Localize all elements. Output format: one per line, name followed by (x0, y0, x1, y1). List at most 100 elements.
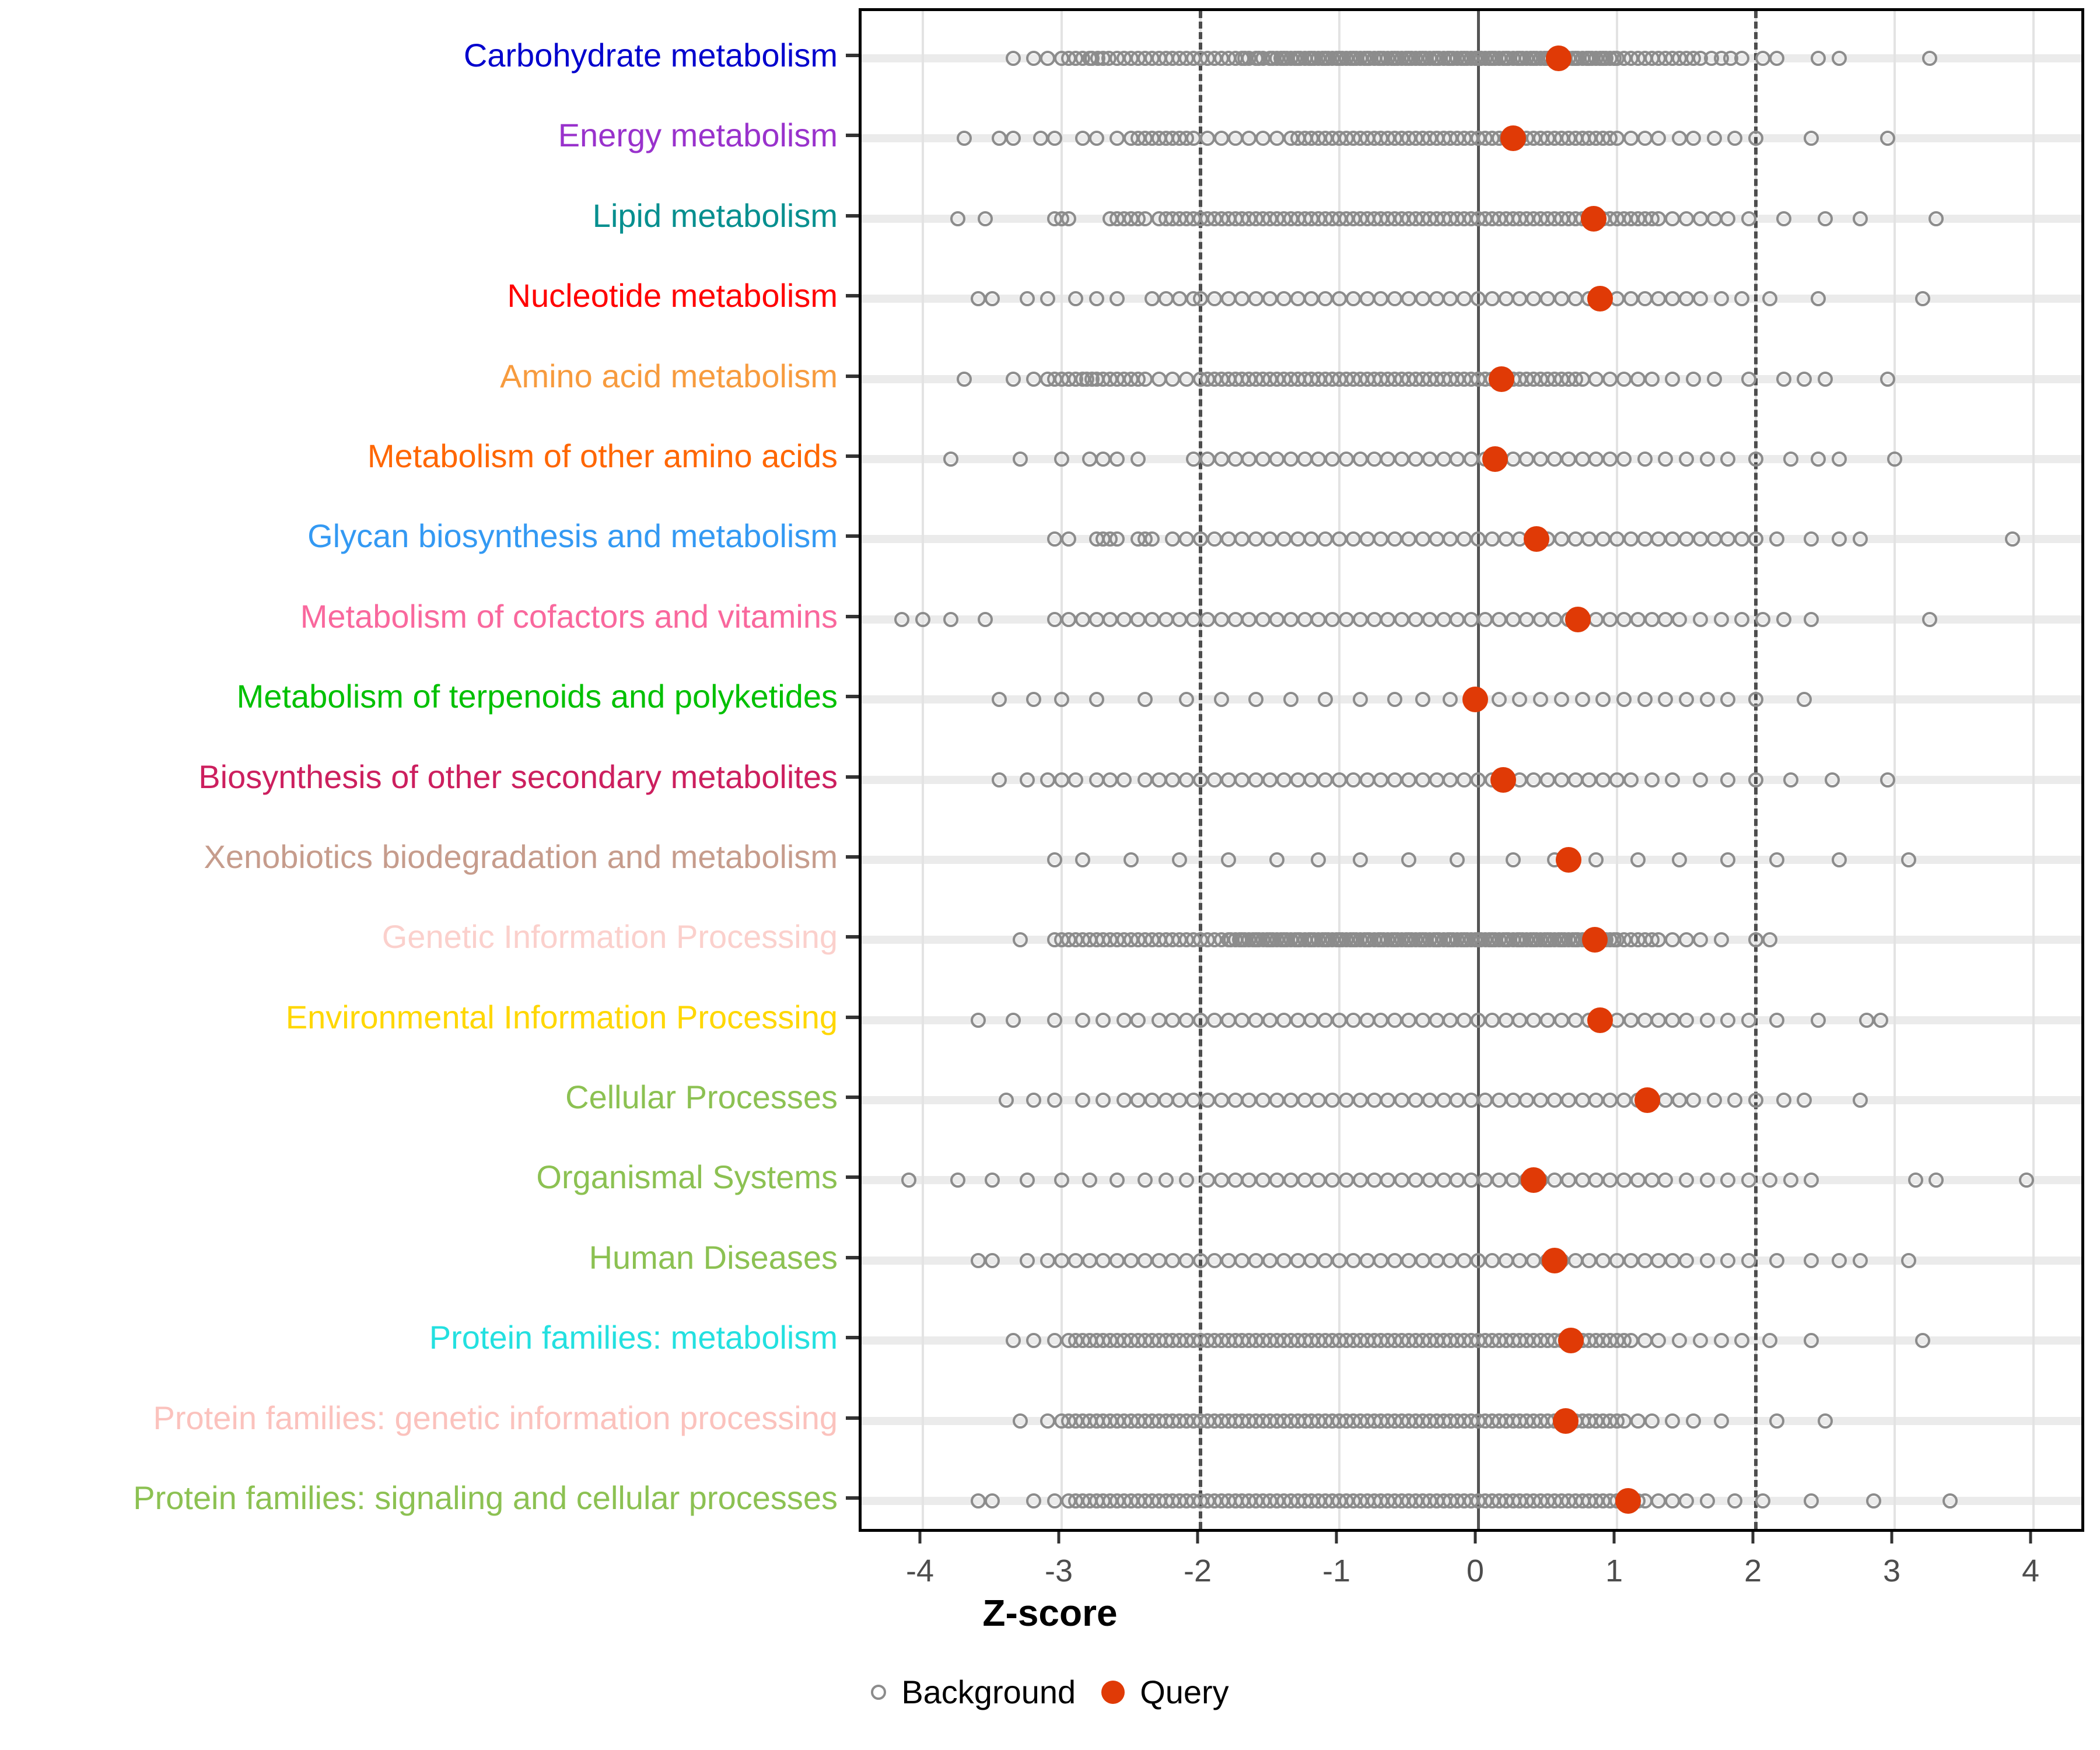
background-point (1054, 451, 1069, 467)
background-point (1720, 692, 1736, 708)
x-axis-tick (918, 1532, 922, 1544)
y-axis-label: Environmental Information Processing (285, 998, 838, 1035)
y-axis-tick (846, 454, 859, 458)
background-point (1672, 611, 1688, 627)
y-axis-label: Genetic Information Processing (382, 918, 838, 956)
background-point (1713, 611, 1729, 627)
y-axis-tick (846, 855, 859, 859)
y-axis-tick (846, 534, 859, 538)
background-point (943, 611, 958, 627)
x-axis: -4 -3 -2 -1 0 1 2 3 4 (905, 1532, 2040, 1588)
x-gridline (1060, 11, 1063, 1529)
background-point (1068, 291, 1083, 307)
background-point (1137, 692, 1153, 708)
background-point (1741, 211, 1757, 226)
background-point (1026, 692, 1042, 708)
y-axis-label: Glycan biosynthesis and metabolism (307, 517, 838, 555)
background-point (991, 772, 1007, 788)
background-point (991, 692, 1007, 708)
background-point (1831, 51, 1847, 66)
y-axis-label: Protein families: genetic information pr… (153, 1399, 838, 1436)
x-axis-tick (1612, 1532, 1616, 1544)
y-axis-tick (846, 775, 859, 779)
background-point (1720, 451, 1736, 467)
background-point (1658, 692, 1674, 708)
background-point (1665, 772, 1681, 788)
background-point (894, 611, 910, 627)
background-point (1685, 371, 1701, 387)
background-point (1762, 291, 1777, 307)
y-axis-tick (846, 214, 859, 218)
background-point (1116, 772, 1132, 788)
y-axis-tick (846, 134, 859, 138)
background-point (1387, 692, 1403, 708)
background-point (1734, 611, 1750, 627)
x-axis-tick-label: 4 (2021, 1553, 2040, 1588)
background-point (1915, 291, 1930, 307)
background-point (1283, 692, 1298, 708)
background-point (1054, 692, 1069, 708)
threshold-line (1754, 11, 1758, 1529)
x-axis-title: Z-score (982, 1592, 1118, 1634)
y-axis-label: Protein families: signaling and cellular… (133, 1479, 838, 1516)
background-point (1040, 291, 1056, 307)
background-point (1144, 531, 1160, 547)
background-point (1783, 772, 1798, 788)
background-point (1679, 692, 1694, 708)
background-point (1887, 451, 1902, 467)
background-point (1658, 451, 1674, 467)
background-point (1706, 131, 1722, 146)
x-axis-tick-label: -2 (1183, 1553, 1212, 1588)
background-point (1699, 692, 1715, 708)
plot-panel (859, 8, 2084, 1532)
x-axis-tick (1751, 1532, 1755, 1544)
background-point (1699, 451, 1715, 467)
y-axis-tick (846, 1416, 859, 1420)
background-point (950, 211, 965, 226)
background-point (1060, 211, 1076, 226)
background-point (1692, 611, 1708, 627)
background-point (1748, 772, 1763, 788)
background-point (1831, 451, 1847, 467)
y-axis-tick (846, 1255, 859, 1259)
y-axis-label: Amino acid metabolism (500, 357, 838, 394)
background-point (1692, 772, 1708, 788)
background-point (1574, 692, 1590, 708)
background-point (1692, 291, 1708, 307)
background-point (1616, 692, 1632, 708)
background-point (1088, 692, 1104, 708)
chart-legend: Background Query (0, 1673, 2100, 1711)
x-axis-tick-label: -4 (905, 1553, 935, 1588)
x-gridline (1894, 11, 1896, 1529)
y-axis-tick (846, 935, 859, 939)
background-point (1088, 131, 1104, 146)
background-point (1797, 692, 1812, 708)
background-point (1616, 451, 1632, 467)
x-axis-tick (1890, 1532, 1894, 1544)
background-point (1088, 291, 1104, 307)
y-axis-tick (846, 695, 859, 699)
y-axis-tick (846, 1496, 859, 1500)
background-point (1734, 291, 1750, 307)
background-point (1748, 131, 1763, 146)
y-axis-tick (846, 1175, 859, 1180)
background-point (1831, 531, 1847, 547)
background-point (1818, 371, 1833, 387)
x-axis-tick (2029, 1532, 2032, 1544)
background-point (1213, 692, 1229, 708)
background-point (1880, 371, 1896, 387)
background-point (1880, 772, 1896, 788)
background-point (1880, 131, 1896, 146)
x-axis-tick (1335, 1532, 1338, 1544)
background-point (1512, 692, 1528, 708)
background-point (1110, 291, 1125, 307)
y-axis-tick (846, 1336, 859, 1340)
legend-item-background: Background (871, 1673, 1076, 1711)
x-axis-tick (1474, 1532, 1477, 1544)
x-gridline (1338, 11, 1340, 1529)
background-point (1074, 852, 1090, 867)
background-point (1769, 51, 1784, 66)
background-point (1804, 611, 1819, 627)
background-point (1727, 131, 1743, 146)
background-point (1012, 451, 1028, 467)
